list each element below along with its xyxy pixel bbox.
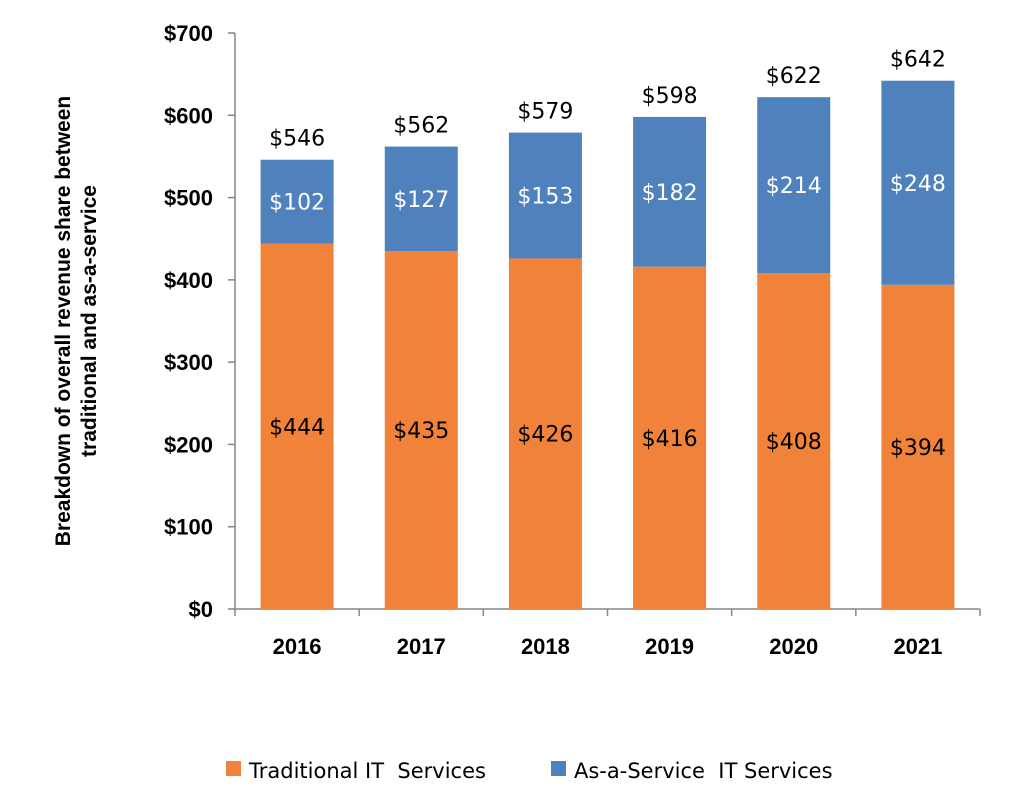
y-tick-label: $200 [164,432,213,457]
data-label-as-a-service: $127 [393,188,449,213]
bar-segment-traditional [881,284,955,609]
bar-segment-as-a-service [633,116,707,267]
x-tick-label: 2019 [645,634,694,659]
x-tick-label: 2016 [273,634,322,659]
y-tick-label: $0 [189,597,213,622]
bar-segment-traditional [508,258,582,609]
bar-segment-traditional [384,251,458,610]
data-label-traditional: $444 [269,415,325,440]
legend-label-traditional: Traditional IT Services [248,759,486,783]
bar-segment-as-a-service [508,132,582,259]
data-label-total: $598 [642,84,698,109]
data-label-traditional: $416 [642,427,698,452]
data-label-as-a-service: $153 [517,185,573,210]
y-tick-label: $500 [164,186,213,211]
data-label-traditional: $394 [890,436,946,461]
bar-segment-as-a-service [757,97,831,274]
bar-segment-as-a-service [260,159,334,244]
y-axis-title-line-2: traditional and as-a-service [78,185,101,457]
data-label-total: $579 [517,100,573,125]
data-labels: $444 $102 $546 $435 $127 $562 $426 $153 $579 $416… [269,48,946,461]
data-label-as-a-service: $248 [890,172,946,197]
bars [260,80,955,610]
x-tick-label: 2017 [397,634,446,659]
legend-label-as-a-service: As-a-Service IT Services [574,759,833,783]
data-label-total: $642 [890,48,946,73]
data-label-as-a-service: $102 [269,191,325,216]
x-tick-label: 2021 [893,634,942,659]
bar-segment-as-a-service [384,146,458,252]
legend-swatch-traditional [226,761,241,776]
y-axis-title: Breakdown of overall revenue share betwe… [52,96,101,547]
x-tick-label: 2018 [521,634,570,659]
data-label-total: $562 [393,114,449,139]
y-tick-label: $700 [164,21,213,46]
legend-swatch-as-a-service [551,761,566,776]
bar-segment-traditional [260,243,334,609]
legend: Traditional IT Services As-a-Service IT S… [226,759,833,783]
y-tick-label: $400 [164,268,213,293]
bar-segment-traditional [633,266,707,609]
data-label-as-a-service: $182 [642,181,698,206]
y-axis-title-group: Breakdown of overall revenue share betwe… [52,96,101,547]
data-label-traditional: $408 [766,430,822,455]
data-label-traditional: $426 [517,423,573,448]
bar-segment-as-a-service [881,80,955,285]
data-label-total: $546 [269,127,325,152]
axes: $0 $100 $200 $300 $400 $500 $600 $700 2016 2017 20… [164,21,981,659]
y-tick-label: $600 [164,103,213,128]
data-label-as-a-service: $214 [766,174,822,199]
y-axis-title-line-1: Breakdown of overall revenue share betwe… [52,96,75,547]
bar-segment-traditional [757,273,831,609]
y-tick-label: $300 [164,350,213,375]
x-tick-label: 2020 [769,634,818,659]
data-label-traditional: $435 [393,419,449,444]
data-label-total: $622 [766,64,822,89]
y-tick-label: $100 [164,515,213,540]
